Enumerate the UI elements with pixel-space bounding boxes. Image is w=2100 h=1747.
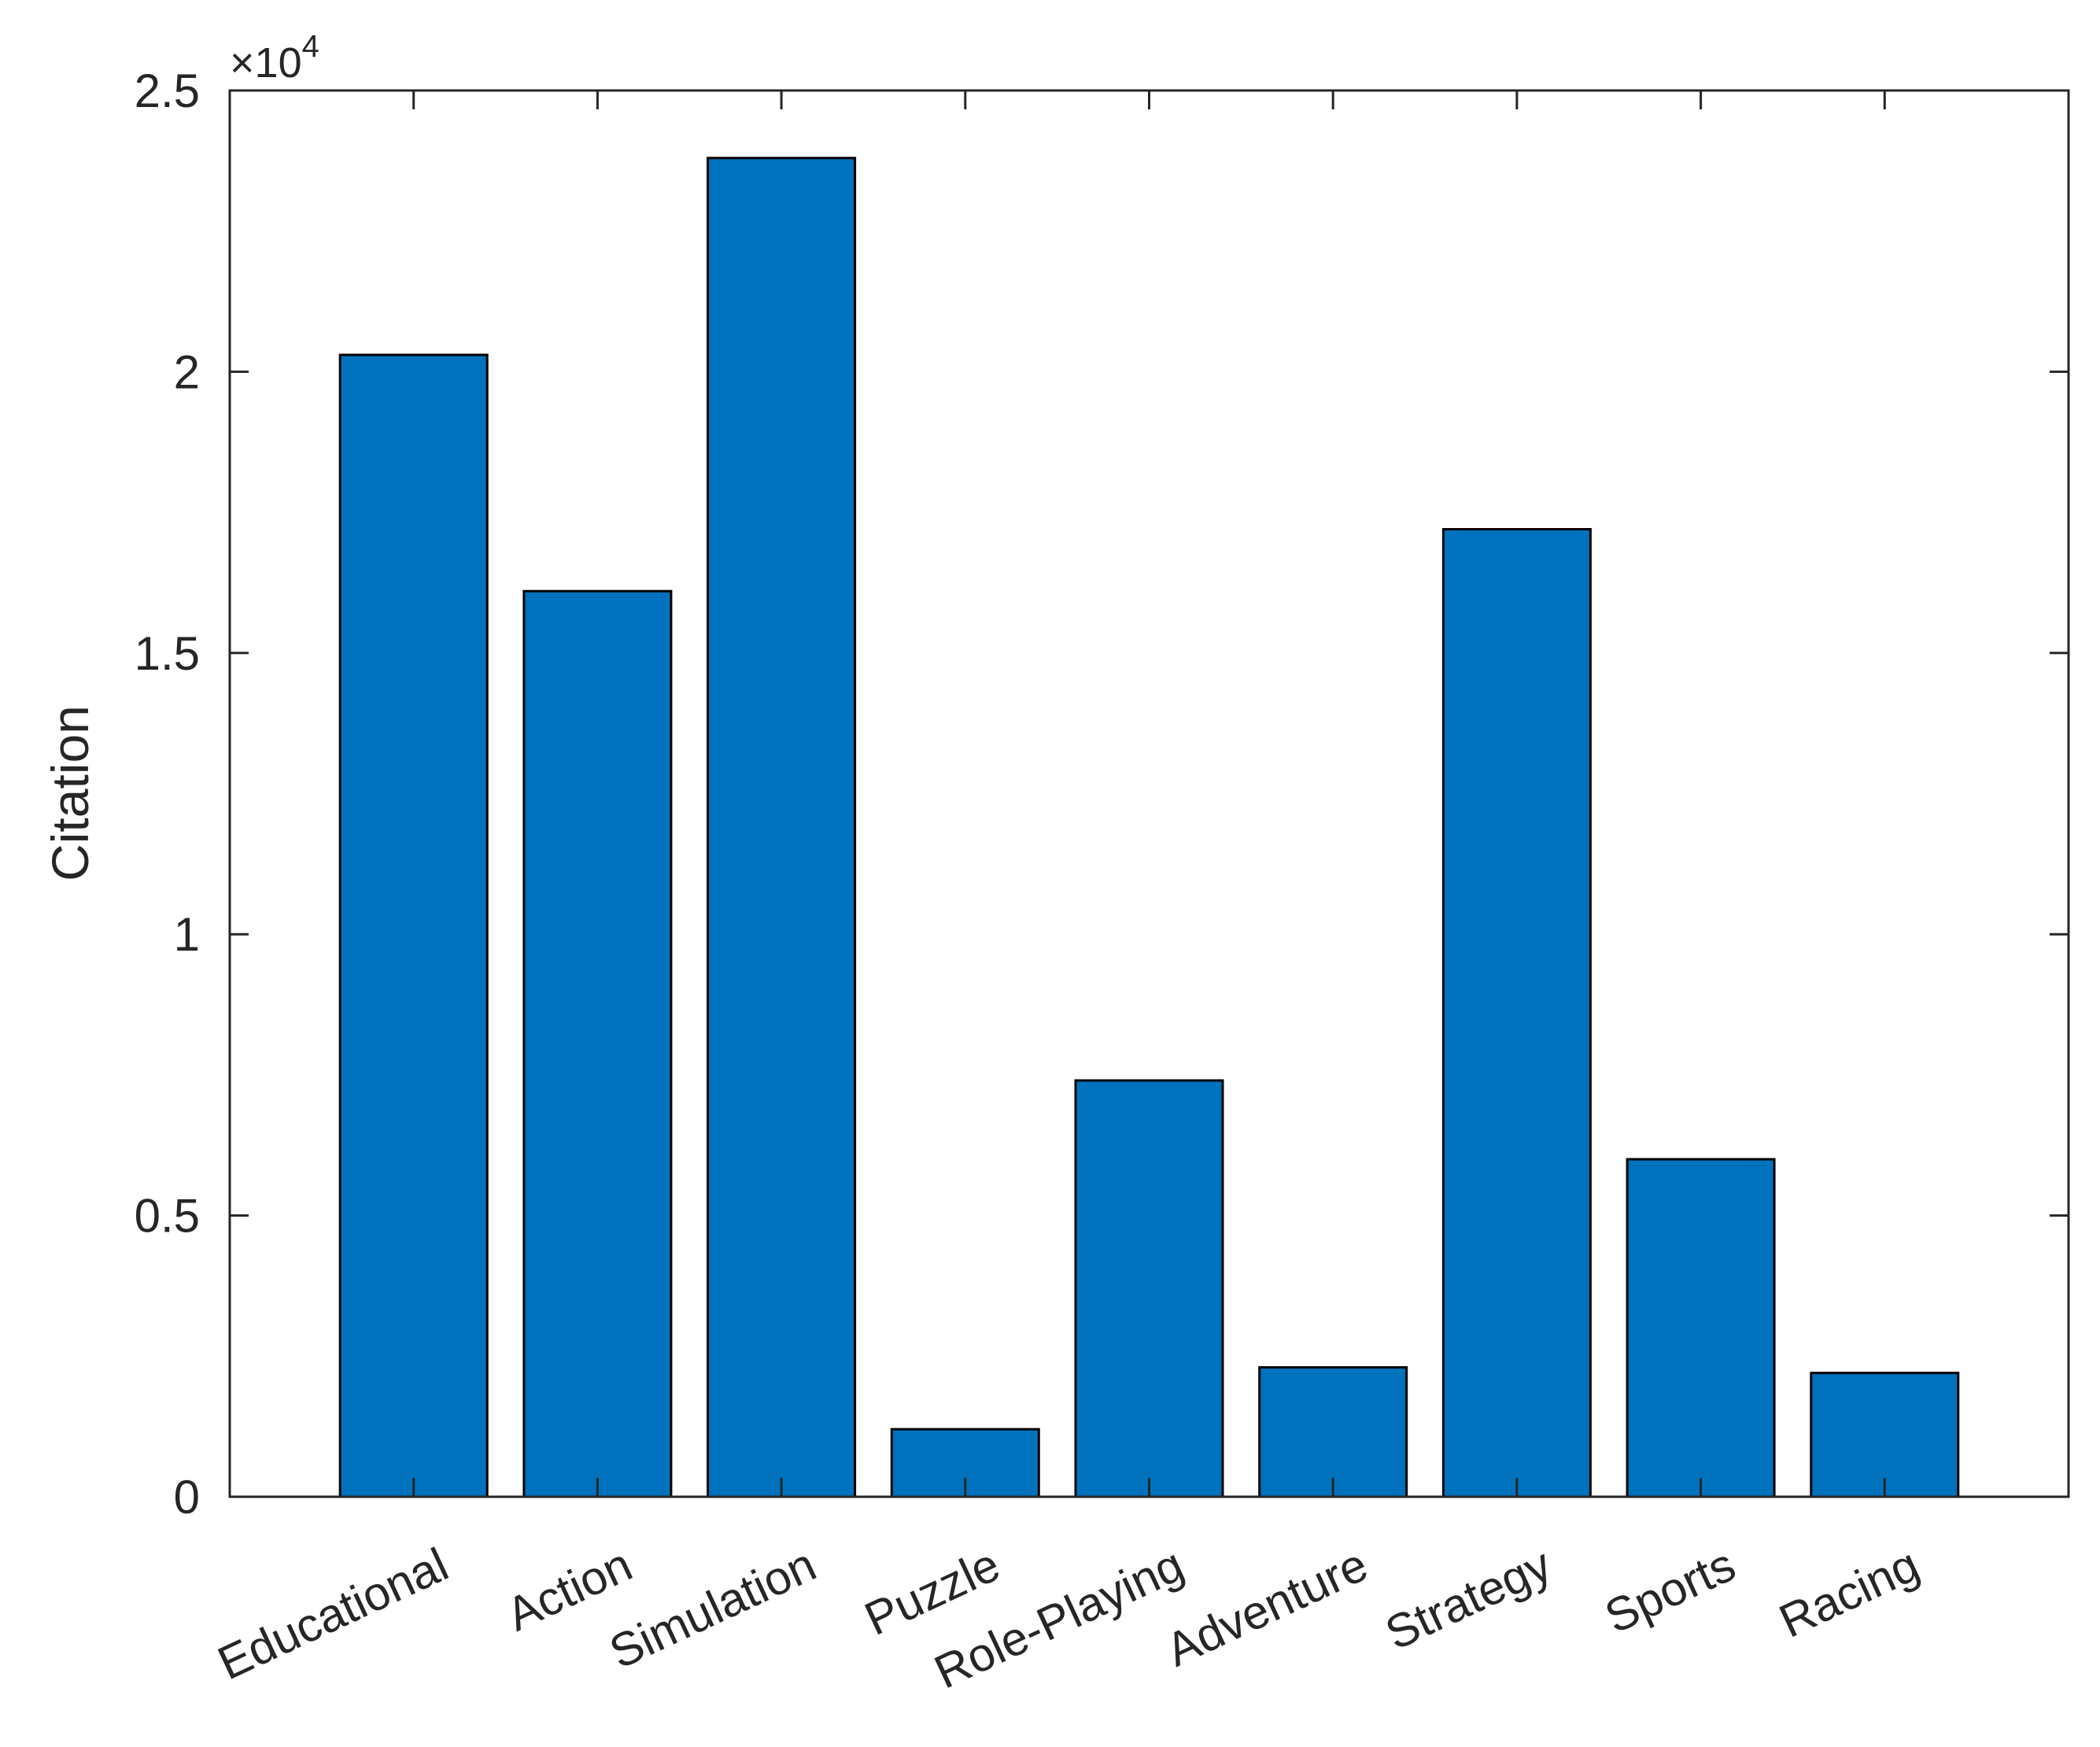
bar-adventure	[1258, 1366, 1408, 1498]
axis-exponent-label: ×104	[230, 29, 319, 87]
axes-box	[228, 89, 2070, 1498]
y-tick-label: 2.5	[135, 65, 200, 117]
exponent-power: 4	[302, 29, 319, 64]
y-tick-label: 2	[174, 345, 200, 398]
y-tick-label: 0	[174, 1471, 200, 1524]
bar-action	[522, 589, 673, 1498]
bars-layer	[338, 157, 1960, 1498]
y-tick-labels: 0 0.5 1 1.5 2 2.5	[135, 65, 200, 1524]
y-axis-label: Citation	[41, 705, 99, 881]
y-tick-label: 1.5	[135, 627, 200, 680]
bar-sports	[1626, 1158, 1776, 1498]
exponent-base: ×10	[230, 39, 302, 87]
bar-educational	[338, 353, 489, 1498]
y-tick-label: 1	[174, 908, 200, 961]
bar-simulation	[707, 157, 857, 1498]
y-tick-label: 0.5	[135, 1190, 200, 1243]
bar-role-playing	[1074, 1079, 1224, 1498]
bar-strategy	[1441, 528, 1592, 1498]
